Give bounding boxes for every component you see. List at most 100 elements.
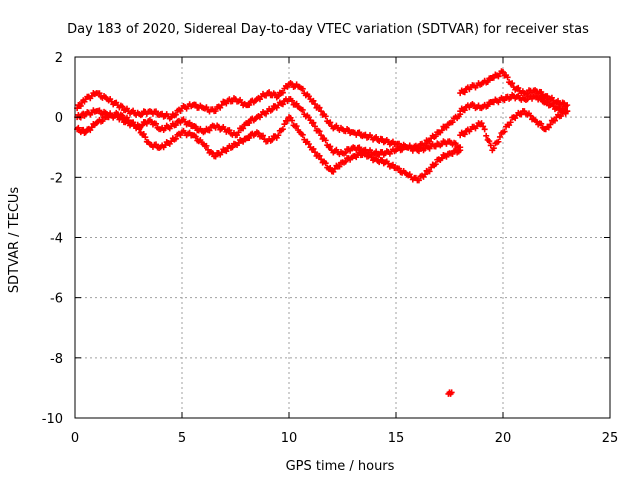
- track-c-point: [432, 161, 439, 168]
- track-c-point: [330, 168, 337, 175]
- track-b-point: [246, 119, 253, 126]
- track-a-point: [318, 108, 325, 115]
- track-c-point: [289, 117, 296, 124]
- track-c-point: [327, 164, 334, 171]
- track-b-point: [342, 149, 349, 156]
- track-c-point: [275, 132, 282, 139]
- track-b-point: [327, 143, 334, 150]
- track-d-point: [544, 93, 551, 100]
- track-c-point: [153, 141, 160, 148]
- track-c-point: [136, 126, 143, 133]
- track-c-point: [260, 132, 267, 139]
- track-b-point: [452, 140, 459, 147]
- track-a-point: [246, 101, 253, 108]
- track-b-point: [311, 123, 318, 130]
- track-a-point: [218, 101, 225, 108]
- x-tick-label: 25: [602, 431, 619, 446]
- track-c-point: [142, 134, 149, 141]
- track-f-point: [461, 131, 468, 138]
- track-b-point: [235, 129, 242, 136]
- track-b-point: [415, 148, 422, 155]
- data-points: [74, 68, 571, 397]
- track-f-point: [564, 108, 571, 115]
- track-b-point: [293, 100, 300, 107]
- track-c-point: [192, 133, 199, 140]
- track-c-point: [311, 149, 318, 156]
- track-f-point: [527, 112, 534, 119]
- track-a-point: [279, 89, 286, 96]
- track-d-point: [461, 89, 468, 96]
- track-c-point: [385, 160, 392, 167]
- track-c-point: [362, 150, 369, 157]
- track-c-point: [229, 144, 236, 151]
- track-c-point: [162, 142, 169, 149]
- track-c-point: [119, 112, 126, 119]
- track-c-point: [125, 117, 132, 124]
- y-tick-label: -8: [50, 352, 63, 367]
- track-b-point: [186, 119, 193, 126]
- track-f-point: [490, 145, 497, 152]
- track-d-point: [509, 80, 516, 87]
- track-c-point: [449, 150, 456, 157]
- track-d-point: [500, 69, 506, 76]
- track-c-point: [212, 153, 219, 160]
- track-f-point: [483, 132, 490, 139]
- x-tick-label: 10: [281, 431, 298, 446]
- track-c-point: [240, 138, 247, 145]
- track-e-point: [484, 103, 491, 110]
- track-b-point: [206, 127, 213, 134]
- track-f-point: [551, 117, 558, 124]
- track-f-point: [478, 120, 485, 127]
- track-e-point: [544, 99, 551, 106]
- x-tick-label: 0: [71, 431, 79, 446]
- track-a-point: [432, 133, 439, 140]
- track-a-point: [77, 102, 84, 109]
- track-b-point: [279, 101, 286, 108]
- x-tick-label: 15: [388, 431, 405, 446]
- track-f-point: [495, 138, 502, 145]
- track-d-point: [538, 89, 545, 96]
- track-a-point: [172, 111, 179, 118]
- track-c-point: [331, 165, 338, 172]
- track-c-point: [422, 171, 429, 178]
- track-b-point: [226, 127, 233, 134]
- track-c-point: [235, 140, 242, 147]
- track-b-point: [269, 106, 276, 113]
- track-a-point: [311, 101, 318, 108]
- track-e-point: [555, 103, 562, 110]
- track-c-point: [88, 124, 95, 131]
- track-d-point: [504, 74, 511, 81]
- track-b-point: [356, 144, 363, 151]
- track-c-point: [316, 152, 323, 159]
- track-a-point: [266, 89, 273, 96]
- track-c-point: [140, 131, 147, 138]
- track-e-point: [538, 95, 545, 102]
- track-b-point: [96, 107, 103, 114]
- track-b-point: [316, 128, 323, 135]
- track-a-point: [443, 124, 450, 131]
- track-f-point: [547, 121, 554, 128]
- track-c-point: [379, 157, 386, 164]
- track-a-point: [438, 127, 445, 134]
- outlier-point: [448, 389, 455, 396]
- y-tick-label: -4: [50, 232, 63, 247]
- track-c-point: [293, 123, 300, 130]
- track-f-point: [501, 128, 508, 135]
- track-c-point: [99, 118, 106, 125]
- track-b-point: [322, 137, 329, 144]
- y-tick-label: -2: [50, 171, 63, 186]
- y-tick-label: 0: [55, 111, 63, 126]
- track-b-point: [299, 106, 306, 113]
- track-c-point: [130, 119, 137, 126]
- track-a-point: [212, 107, 219, 114]
- track-c-point: [426, 168, 433, 175]
- track-d-point: [515, 84, 522, 91]
- track-e-point: [501, 97, 508, 104]
- y-tick-label: -10: [42, 412, 63, 427]
- track-c-point: [269, 136, 276, 143]
- track-d-point: [564, 102, 571, 109]
- track-a-point: [379, 136, 386, 143]
- track-e-point: [461, 107, 468, 114]
